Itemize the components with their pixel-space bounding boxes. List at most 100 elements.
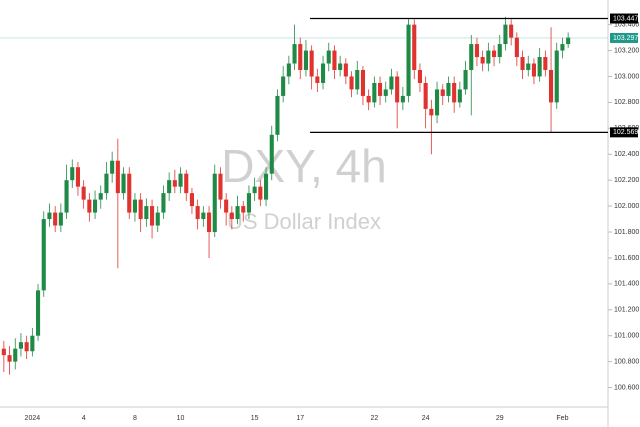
candle-body xyxy=(241,206,246,213)
candle-body xyxy=(349,76,354,90)
x-tick-label: 10 xyxy=(177,415,185,422)
candle-body xyxy=(377,82,383,96)
y-tick-label: 103.000 xyxy=(614,73,639,80)
watermark-subtitle: US Dollar Index xyxy=(227,209,381,234)
y-tick-label: 101.000 xyxy=(614,333,639,340)
candle-body xyxy=(110,160,115,174)
candle-body xyxy=(566,37,571,45)
level-box xyxy=(610,127,638,138)
candle-body xyxy=(281,76,286,96)
candle-body xyxy=(81,186,86,200)
candle-body xyxy=(138,199,143,220)
x-tick-label: 22 xyxy=(370,415,378,422)
candle-body xyxy=(35,290,41,336)
candle-body xyxy=(7,355,12,362)
candle-body xyxy=(560,44,565,51)
candle-body xyxy=(246,193,252,213)
x-tick-label: Feb xyxy=(556,415,568,422)
candle-body xyxy=(446,82,451,96)
candle-body xyxy=(526,63,531,70)
candle-body xyxy=(395,76,400,103)
candle-body xyxy=(400,95,405,103)
candle-body xyxy=(218,173,223,200)
candle-body xyxy=(24,342,29,352)
candle-body xyxy=(320,63,326,83)
level-label: 103.447 xyxy=(613,15,638,22)
candle-body xyxy=(167,180,172,194)
y-tick-label: 101.600 xyxy=(614,255,639,262)
candle-body xyxy=(58,212,63,226)
candle-body xyxy=(121,173,126,194)
x-tick-label: 29 xyxy=(496,415,504,422)
candle-body xyxy=(366,95,371,103)
candle-body xyxy=(224,199,229,213)
candle-body xyxy=(53,212,58,226)
candle-body xyxy=(298,44,303,70)
candle-body xyxy=(30,335,35,352)
candle-body xyxy=(70,167,75,181)
candle-body xyxy=(258,186,263,200)
candle-body xyxy=(389,76,394,90)
y-tick-label: 101.200 xyxy=(614,307,639,314)
candle-body xyxy=(149,206,155,226)
candle-body xyxy=(315,76,320,83)
y-tick-label: 101.400 xyxy=(614,281,639,288)
candle-body xyxy=(13,348,18,362)
candle-body xyxy=(47,212,52,220)
candle-body xyxy=(520,57,525,70)
candle-body xyxy=(18,342,24,349)
candle-body xyxy=(75,167,81,187)
candle-body xyxy=(1,348,6,356)
candle-body xyxy=(235,206,240,220)
candle-body xyxy=(429,108,434,116)
y-tick-label: 102.000 xyxy=(614,203,639,210)
y-tick-label: 100.800 xyxy=(614,358,639,365)
candle-body xyxy=(531,63,537,77)
x-tick-label: 8 xyxy=(133,415,137,422)
candle-body xyxy=(286,63,291,77)
candle-body xyxy=(269,134,274,174)
level-label: 102.569 xyxy=(613,129,638,136)
x-tick-label: 15 xyxy=(251,415,259,422)
candle-body xyxy=(201,212,206,220)
y-tick-label: 102.400 xyxy=(614,151,639,158)
candle-body xyxy=(474,44,480,58)
last-price-label: 103.297 xyxy=(613,35,638,42)
candle-body xyxy=(98,193,103,200)
candle-body xyxy=(144,206,149,220)
candle-body xyxy=(491,50,497,58)
candle-body xyxy=(206,212,212,233)
candle-body xyxy=(497,44,502,58)
last-price-box xyxy=(610,32,638,43)
candle-body xyxy=(184,173,189,194)
candle-body xyxy=(326,50,331,64)
candle-body xyxy=(92,199,98,213)
candle-body xyxy=(252,186,257,194)
candle-body xyxy=(132,199,138,213)
candle-body xyxy=(229,212,234,220)
candle-body xyxy=(383,89,388,96)
candle-body xyxy=(503,24,508,45)
candle-body xyxy=(263,173,269,200)
candle-body xyxy=(434,89,440,116)
candle-body xyxy=(480,57,485,64)
y-tick-label: 103.400 xyxy=(614,21,639,28)
candle-body xyxy=(161,193,166,213)
candle-body xyxy=(155,212,160,226)
candle-body xyxy=(309,50,314,77)
candle-body xyxy=(423,82,428,109)
candle-body xyxy=(412,24,417,70)
candle-body xyxy=(115,160,120,194)
watermark-title: DXY, 4h xyxy=(221,140,386,192)
candle-body xyxy=(212,173,217,233)
candle-body xyxy=(292,44,297,64)
candle-body xyxy=(543,57,548,70)
candle-body xyxy=(463,69,468,90)
y-tick-label: 102.200 xyxy=(614,177,639,184)
candle-body xyxy=(514,37,519,58)
candle-body xyxy=(509,24,514,38)
candle-body xyxy=(178,173,183,187)
candle-body xyxy=(452,82,457,103)
candle-body xyxy=(104,173,109,194)
candle-body xyxy=(303,50,309,70)
